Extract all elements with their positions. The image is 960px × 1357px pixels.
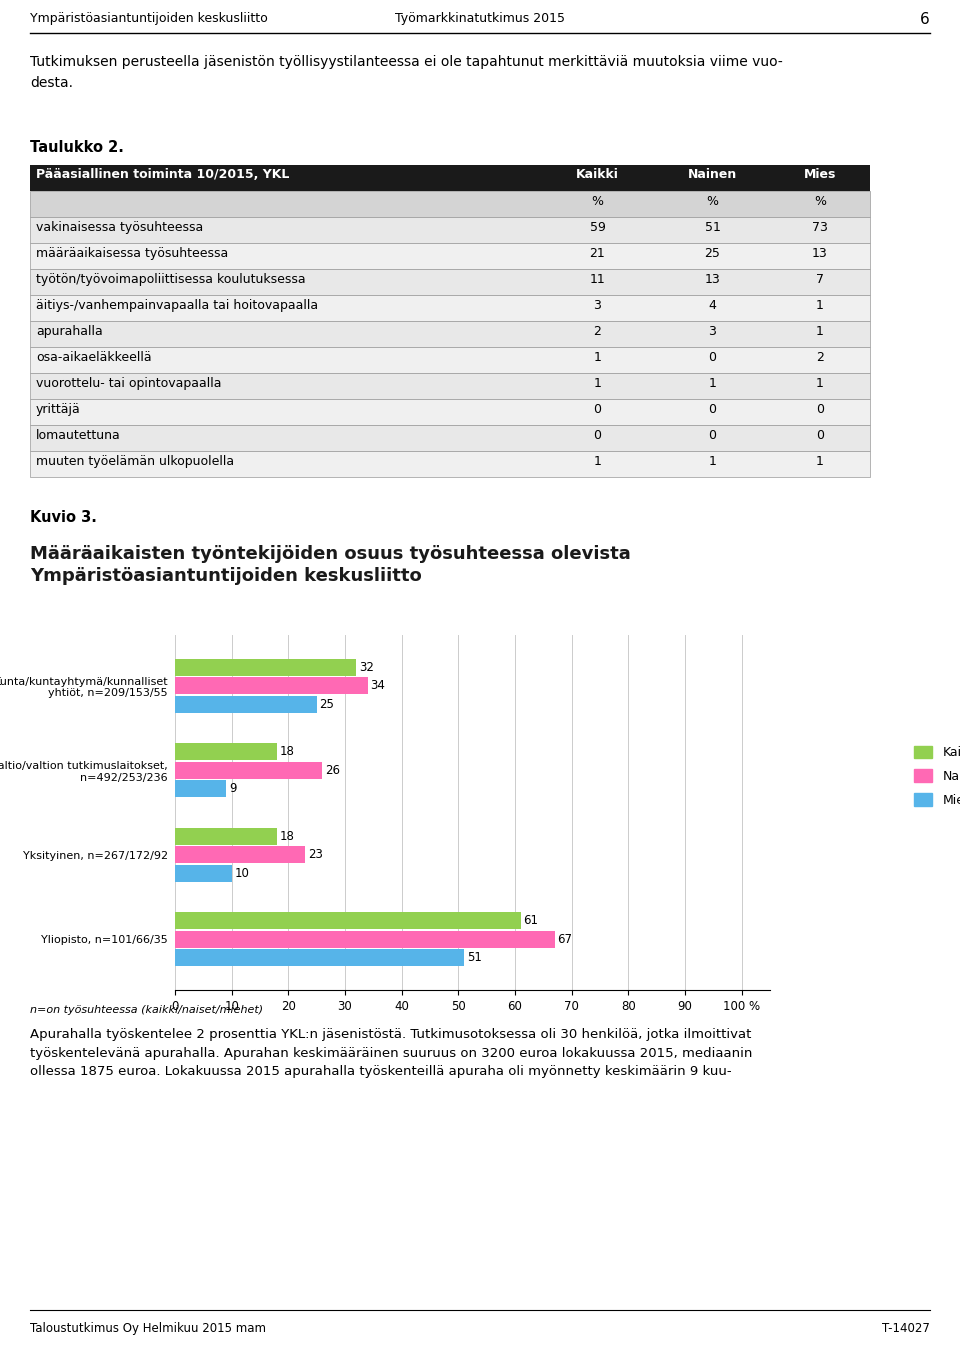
Text: äitiys-/vanhempainvapaalla tai hoitovapaalla: äitiys-/vanhempainvapaalla tai hoitovapa… bbox=[36, 299, 318, 312]
Text: 51: 51 bbox=[705, 221, 720, 233]
Text: 0: 0 bbox=[708, 351, 716, 364]
Bar bbox=[175, 864, 231, 882]
Text: 25: 25 bbox=[320, 697, 334, 711]
Text: 0: 0 bbox=[816, 403, 824, 417]
Text: 0: 0 bbox=[593, 403, 602, 417]
Text: 3: 3 bbox=[708, 324, 716, 338]
Text: vuorottelu- tai opintovapaalla: vuorottelu- tai opintovapaalla bbox=[36, 377, 222, 389]
FancyBboxPatch shape bbox=[30, 269, 870, 294]
Text: muuten työelämän ulkopuolella: muuten työelämän ulkopuolella bbox=[36, 455, 234, 468]
Text: Pääasiallinen toiminta 10/2015, YKL: Pääasiallinen toiminta 10/2015, YKL bbox=[36, 168, 289, 180]
Text: 1: 1 bbox=[816, 324, 824, 338]
Text: 67: 67 bbox=[558, 932, 572, 946]
Text: 34: 34 bbox=[371, 680, 385, 692]
Text: yrittäjä: yrittäjä bbox=[36, 403, 81, 417]
Text: 23: 23 bbox=[308, 848, 324, 862]
Text: %: % bbox=[814, 195, 826, 208]
Bar bbox=[175, 931, 555, 947]
Text: 25: 25 bbox=[705, 247, 720, 261]
Text: 1: 1 bbox=[708, 377, 716, 389]
Text: Työmarkkinatutkimus 2015: Työmarkkinatutkimus 2015 bbox=[395, 12, 565, 24]
Text: %: % bbox=[707, 195, 718, 208]
Text: työtön/työvoimapoliittisessa koulutuksessa: työtön/työvoimapoliittisessa koulutukses… bbox=[36, 273, 305, 286]
Text: Apurahalla työskentelee 2 prosenttia YKL:n jäsenistöstä. Tutkimusotoksessa oli 3: Apurahalla työskentelee 2 prosenttia YKL… bbox=[30, 1029, 753, 1077]
Text: 59: 59 bbox=[589, 221, 606, 233]
FancyBboxPatch shape bbox=[30, 373, 870, 399]
Text: Kaikki: Kaikki bbox=[576, 168, 619, 180]
Text: Taulukko 2.: Taulukko 2. bbox=[30, 140, 124, 155]
Text: 4: 4 bbox=[708, 299, 716, 312]
Text: T-14027: T-14027 bbox=[882, 1322, 930, 1335]
Text: 51: 51 bbox=[467, 951, 482, 965]
Text: 11: 11 bbox=[589, 273, 606, 286]
FancyBboxPatch shape bbox=[30, 399, 870, 425]
Bar bbox=[175, 912, 520, 930]
FancyBboxPatch shape bbox=[30, 166, 870, 191]
Text: määräaikaisessa työsuhteessa: määräaikaisessa työsuhteessa bbox=[36, 247, 228, 261]
Legend: Kaikki, Naiset, Miehet: Kaikki, Naiset, Miehet bbox=[908, 741, 960, 811]
Text: Ympäristöasiantuntijoiden keskusliitto: Ympäristöasiantuntijoiden keskusliitto bbox=[30, 12, 268, 24]
Text: 0: 0 bbox=[708, 429, 716, 442]
Text: Mies: Mies bbox=[804, 168, 836, 180]
Text: 13: 13 bbox=[812, 247, 828, 261]
Text: 7: 7 bbox=[816, 273, 824, 286]
Text: 32: 32 bbox=[359, 661, 374, 673]
Text: 0: 0 bbox=[816, 429, 824, 442]
Bar bbox=[175, 677, 368, 695]
FancyBboxPatch shape bbox=[30, 243, 870, 269]
Text: Määräaikaisten työntekijöiden osuus työsuhteessa olevista: Määräaikaisten työntekijöiden osuus työs… bbox=[30, 546, 631, 563]
Text: 9: 9 bbox=[228, 783, 236, 795]
Text: Taloustutkimus Oy Helmikuu 2015 mam: Taloustutkimus Oy Helmikuu 2015 mam bbox=[30, 1322, 266, 1335]
FancyBboxPatch shape bbox=[30, 294, 870, 322]
Text: vakinaisessa työsuhteessa: vakinaisessa työsuhteessa bbox=[36, 221, 204, 233]
Bar bbox=[175, 780, 226, 798]
FancyBboxPatch shape bbox=[30, 425, 870, 451]
Bar bbox=[175, 950, 464, 966]
Text: 73: 73 bbox=[812, 221, 828, 233]
Text: 1: 1 bbox=[816, 455, 824, 468]
Text: Ympäristöasiantuntijoiden keskusliitto: Ympäristöasiantuntijoiden keskusliitto bbox=[30, 567, 421, 585]
Text: osa-aikaeläkkeellä: osa-aikaeläkkeellä bbox=[36, 351, 152, 364]
Text: 1: 1 bbox=[593, 455, 601, 468]
Bar bbox=[175, 761, 323, 779]
FancyBboxPatch shape bbox=[30, 217, 870, 243]
FancyBboxPatch shape bbox=[30, 191, 870, 217]
Text: 0: 0 bbox=[593, 429, 602, 442]
Text: 2: 2 bbox=[593, 324, 601, 338]
Text: 18: 18 bbox=[279, 745, 295, 759]
Bar bbox=[175, 828, 277, 844]
Bar bbox=[175, 658, 356, 676]
Text: 1: 1 bbox=[816, 299, 824, 312]
Text: 26: 26 bbox=[325, 764, 340, 776]
Text: 1: 1 bbox=[593, 351, 601, 364]
FancyBboxPatch shape bbox=[30, 322, 870, 347]
Text: 13: 13 bbox=[705, 273, 720, 286]
Text: %: % bbox=[591, 195, 604, 208]
Text: apurahalla: apurahalla bbox=[36, 324, 103, 338]
Bar bbox=[175, 847, 305, 863]
Text: Nainen: Nainen bbox=[688, 168, 737, 180]
Bar bbox=[175, 744, 277, 760]
Text: Kuvio 3.: Kuvio 3. bbox=[30, 510, 97, 525]
Text: 3: 3 bbox=[593, 299, 601, 312]
Bar bbox=[175, 696, 317, 712]
Text: 61: 61 bbox=[523, 915, 539, 927]
Text: 18: 18 bbox=[279, 829, 295, 843]
Text: n=on työsuhteessa (kaikki/naiset/miehet): n=on työsuhteessa (kaikki/naiset/miehet) bbox=[30, 1006, 263, 1015]
Text: 6: 6 bbox=[921, 12, 930, 27]
Text: lomautettuna: lomautettuna bbox=[36, 429, 121, 442]
Text: Tutkimuksen perusteella jäsenistön työllisyystilanteessa ei ole tapahtunut merki: Tutkimuksen perusteella jäsenistön työll… bbox=[30, 56, 782, 90]
Text: 1: 1 bbox=[708, 455, 716, 468]
Text: 1: 1 bbox=[593, 377, 601, 389]
FancyBboxPatch shape bbox=[30, 451, 870, 478]
Text: 10: 10 bbox=[234, 867, 250, 879]
Text: 1: 1 bbox=[816, 377, 824, 389]
Text: 2: 2 bbox=[816, 351, 824, 364]
FancyBboxPatch shape bbox=[30, 347, 870, 373]
Text: 21: 21 bbox=[589, 247, 606, 261]
Text: 0: 0 bbox=[708, 403, 716, 417]
